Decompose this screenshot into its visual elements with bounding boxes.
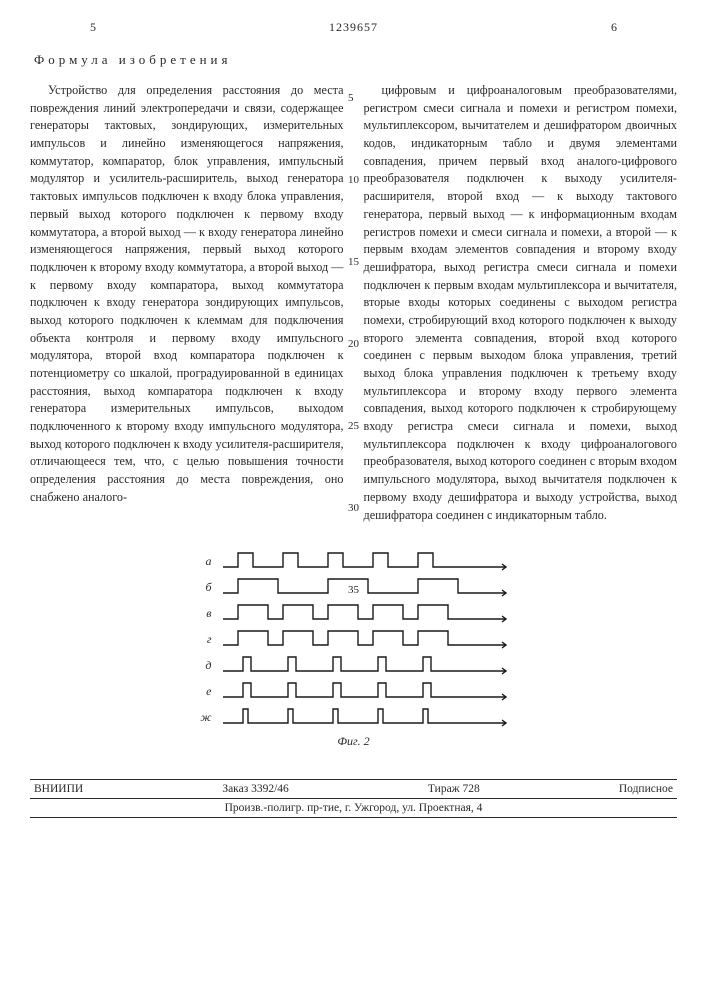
trace-waveform [218, 652, 514, 678]
footer-sign: Подписное [619, 783, 673, 795]
trace-label: д [194, 658, 212, 673]
trace-waveform [218, 574, 514, 600]
line-number: 35 [348, 584, 359, 596]
patent-page: 5 1239657 6 Формула изобретения 5 10 15 … [0, 0, 707, 1000]
footer-order: Заказ 3392/46 [222, 783, 289, 795]
trace-label: г [194, 632, 212, 647]
trace-waveform [218, 548, 514, 574]
line-number: 15 [348, 256, 359, 268]
body-paragraph: цифровым и цифроаналоговым преобразовате… [364, 82, 678, 524]
line-number: 5 [348, 92, 359, 104]
footer-row-2: Произв.-полигр. пр-тие, г. Ужгород, ул. … [30, 799, 677, 818]
line-number: 20 [348, 338, 359, 350]
line-number: 25 [348, 420, 359, 432]
trace-label: б [194, 580, 212, 595]
timing-trace: ж [194, 704, 514, 730]
timing-trace: г [194, 626, 514, 652]
formula-title: Формула изобретения [30, 52, 677, 68]
trace-label: е [194, 684, 212, 699]
page-header: 5 1239657 6 [30, 20, 677, 40]
figure-caption: Фиг. 2 [337, 734, 369, 749]
footer-org: ВНИИПИ [34, 783, 83, 795]
page-number-left: 5 [90, 20, 96, 35]
trace-label: в [194, 606, 212, 621]
footer: ВНИИПИ Заказ 3392/46 Тираж 728 Подписное… [30, 779, 677, 818]
line-number: 30 [348, 502, 359, 514]
trace-waveform [218, 626, 514, 652]
line-number: 10 [348, 174, 359, 186]
footer-tirazh: Тираж 728 [428, 783, 480, 795]
body-paragraph: Устройство для определения расстояния до… [30, 82, 344, 507]
timing-trace: д [194, 652, 514, 678]
patent-number: 1239657 [329, 20, 378, 35]
trace-waveform [218, 704, 514, 730]
timing-trace: е [194, 678, 514, 704]
column-right: цифровым и цифроаналоговым преобразовате… [364, 82, 678, 524]
trace-label: ж [194, 710, 212, 725]
footer-row-1: ВНИИПИ Заказ 3392/46 Тираж 728 Подписное [30, 779, 677, 799]
trace-label: а [194, 554, 212, 569]
page-number-right: 6 [611, 20, 617, 35]
column-left: Устройство для определения расстояния до… [30, 82, 344, 524]
trace-waveform [218, 600, 514, 626]
timing-trace: в [194, 600, 514, 626]
trace-waveform [218, 678, 514, 704]
line-number-gutter: 5 10 15 20 25 30 35 [348, 68, 359, 596]
